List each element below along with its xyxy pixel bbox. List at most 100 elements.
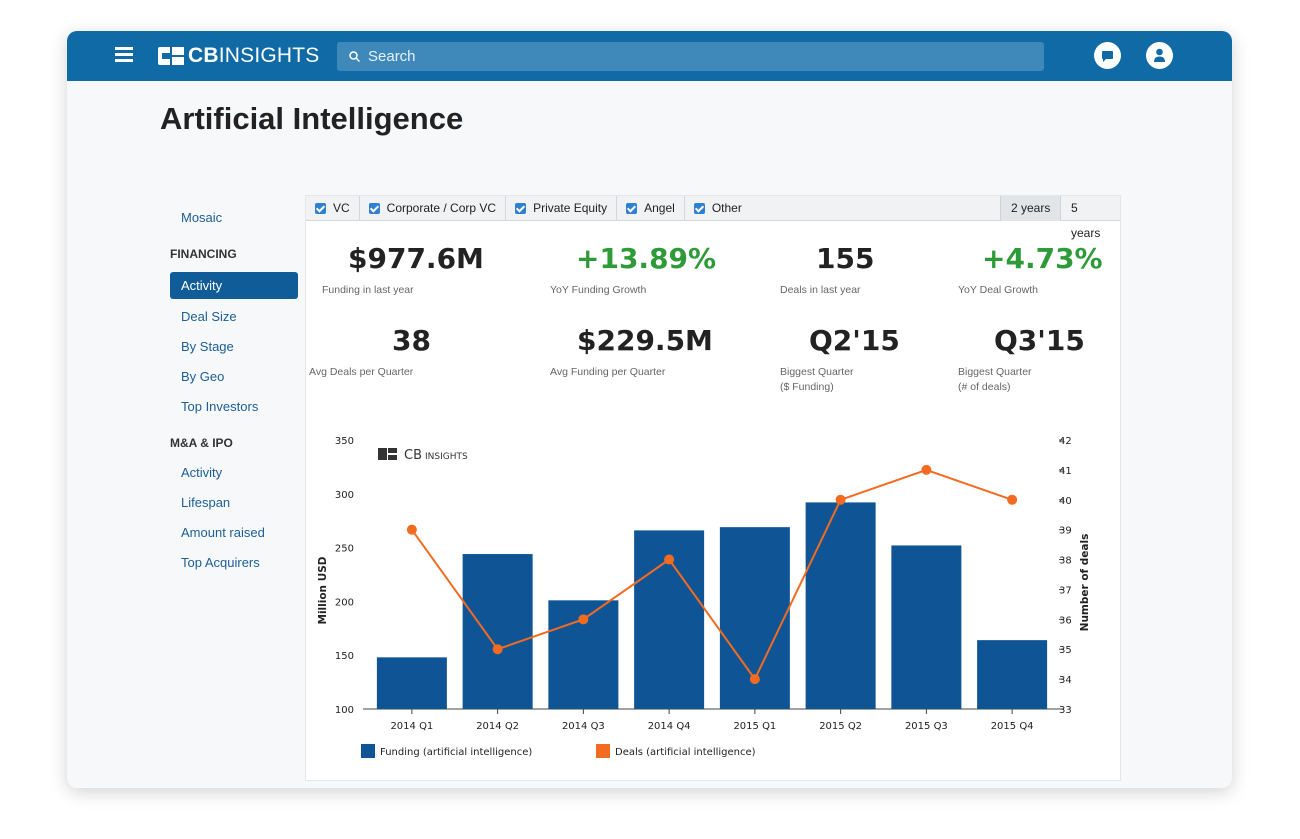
x-tick-label: 2015 Q1: [733, 721, 776, 732]
range-2-years-button[interactable]: 2 years: [1000, 196, 1062, 221]
filter-label: Private Equity: [533, 201, 608, 215]
stat-label: YoY Funding Growth: [550, 284, 647, 296]
stat-label: Funding in last year: [322, 284, 414, 296]
funding-bar-2015-q3: [891, 545, 962, 709]
x-tick-label: 2014 Q1: [390, 721, 433, 732]
stat-value: Q2'15: [809, 324, 900, 357]
y-tick-label: 300: [335, 490, 354, 501]
stat-label-block: Biggest Quarter (# of deals): [958, 365, 1118, 395]
stat-label: Avg Funding per Quarter: [550, 366, 666, 378]
deals-point-2014-q1: [406, 524, 417, 535]
filter-label: Other: [711, 201, 742, 215]
funding-deals-chart: CB INSIGHTS 100 150 200 250 300 350 33 34 35 36 37 38…: [317, 436, 1091, 758]
search-input[interactable]: [368, 48, 1018, 65]
investor-type-filters: VC Corporate / Corp VC Private Equity An…: [306, 195, 1120, 240]
chart-watermark-logo: [378, 448, 397, 460]
sidebar-item-top-acquirers[interactable]: Top Acquirers: [181, 555, 260, 570]
stat-label: Deals in last year: [780, 284, 861, 296]
logo-text-bold: CB: [188, 44, 219, 67]
chat-icon[interactable]: [1094, 42, 1121, 69]
filter-corporate-vc[interactable]: Corporate / Corp VC: [360, 195, 507, 221]
deals-point-2015-q3: [921, 464, 932, 475]
deals-point-2015-q1: [749, 674, 760, 685]
filter-label: Angel: [644, 201, 675, 215]
sidebar-header-mna-ipo: M&A & IPO: [170, 436, 233, 450]
y2-tick-label: 40: [1059, 496, 1072, 507]
y2-tick-label: 33: [1059, 705, 1072, 716]
stat-value: 38: [392, 324, 431, 357]
stat-value: 155: [816, 242, 875, 275]
y2-tick-label: 42: [1059, 436, 1072, 447]
y-tick-label: 100: [335, 705, 354, 716]
stat-sublabel: (# of deals): [958, 381, 1011, 393]
sidebar-header-financing: FINANCING: [170, 247, 237, 261]
sidebar-item-mosaic[interactable]: Mosaic: [181, 210, 223, 225]
top-navbar: CBINSIGHTS: [67, 31, 1232, 81]
sidebar-item-deal-size[interactable]: Deal Size: [181, 309, 237, 324]
y2-axis-label: Number of deals: [1079, 534, 1091, 632]
checkbox-checked-icon: [515, 202, 527, 214]
sidebar-item-mna-activity[interactable]: Activity: [181, 465, 223, 480]
stat-avg-deals-per-quarter: 38 Avg Deals per Quarter: [309, 324, 509, 380]
watermark-logo-mark-icon: [388, 448, 397, 453]
deals-point-2015-q4: [1007, 494, 1018, 505]
deals-point-2014-q3: [578, 614, 589, 625]
deals-point-2015-q2: [835, 494, 846, 505]
cb-logo-mark-icon: [158, 47, 184, 65]
y2-tick-label: 36: [1059, 615, 1072, 626]
x-tick-label: 2014 Q3: [562, 721, 605, 732]
search-bar[interactable]: [337, 42, 1044, 71]
stat-label-block: Biggest Quarter ($ Funding): [780, 365, 930, 395]
checkbox-checked-icon: [693, 202, 705, 214]
y2-tick-label: 38: [1059, 556, 1072, 567]
stat-label: Avg Deals per Quarter: [309, 366, 414, 378]
y-tick-label: 250: [335, 544, 354, 555]
range-5-years-button[interactable]: 5 years: [1071, 201, 1101, 240]
y2-tick-label: 41: [1059, 466, 1072, 477]
funding-bar-2015-q4: [977, 640, 1048, 709]
watermark-logo-mark-icon: [378, 448, 387, 460]
funding-bar-2015-q2: [805, 502, 876, 709]
stat-avg-funding-per-quarter: $229.5M Avg Funding per Quarter: [550, 324, 750, 380]
checkbox-checked-icon: [626, 202, 638, 214]
x-tick-label: 2014 Q4: [648, 721, 691, 732]
funding-bar-2014-q2: [462, 554, 533, 709]
cb-insights-logo[interactable]: CBINSIGHTS: [158, 44, 320, 68]
stat-value: Q3'15: [994, 324, 1085, 357]
x-tick-label: 2015 Q3: [905, 721, 948, 732]
hamburger-menu-icon[interactable]: [115, 47, 133, 63]
filter-angel[interactable]: Angel: [617, 195, 685, 221]
stat-sublabel: ($ Funding): [780, 381, 834, 393]
y2-tick-label: 37: [1059, 585, 1072, 596]
search-icon: [349, 51, 360, 62]
logo-text-light: INSIGHTS: [218, 44, 320, 67]
stat-label: YoY Deal Growth: [958, 284, 1038, 296]
chart-watermark-bold: CB: [404, 448, 422, 463]
y-tick-label: 200: [335, 597, 354, 608]
sidebar-item-financing-activity[interactable]: Activity: [170, 272, 298, 299]
y2-tick-label: 35: [1059, 645, 1072, 656]
x-tick-label: 2014 Q2: [476, 721, 519, 732]
sidebar-item-by-stage[interactable]: By Stage: [181, 339, 234, 354]
stat-biggest-quarter-funding: Q2'15 Biggest Quarter ($ Funding): [780, 324, 930, 395]
sidebar-item-lifespan[interactable]: Lifespan: [181, 495, 231, 510]
user-profile-icon[interactable]: [1146, 42, 1173, 69]
filter-other[interactable]: Other: [685, 196, 751, 221]
sidebar-item-by-geo[interactable]: By Geo: [181, 369, 225, 384]
stat-yoy-deal-growth: +4.73% YoY Deal Growth: [958, 242, 1118, 298]
stat-value: +13.89%: [576, 242, 717, 275]
sidebar-item-top-investors[interactable]: Top Investors: [181, 399, 259, 414]
deals-point-2014-q4: [664, 554, 675, 565]
filter-private-equity[interactable]: Private Equity: [506, 195, 618, 221]
watermark-logo-mark-icon: [388, 455, 397, 460]
stat-label: Biggest Quarter: [780, 366, 854, 378]
filter-vc[interactable]: VC: [306, 195, 360, 221]
filter-label: Corporate / Corp VC: [386, 201, 497, 215]
y-axis-label: Million USD: [317, 556, 329, 624]
sidebar-item-amount-raised[interactable]: Amount raised: [181, 525, 265, 540]
legend-funding-swatch: [361, 744, 375, 758]
legend-deals-label: Deals (artificial intelligence): [615, 747, 756, 758]
deals-point-2014-q2: [492, 644, 503, 655]
stat-yoy-funding-growth: +13.89% YoY Funding Growth: [550, 242, 730, 298]
stat-value: $977.6M: [348, 242, 484, 275]
